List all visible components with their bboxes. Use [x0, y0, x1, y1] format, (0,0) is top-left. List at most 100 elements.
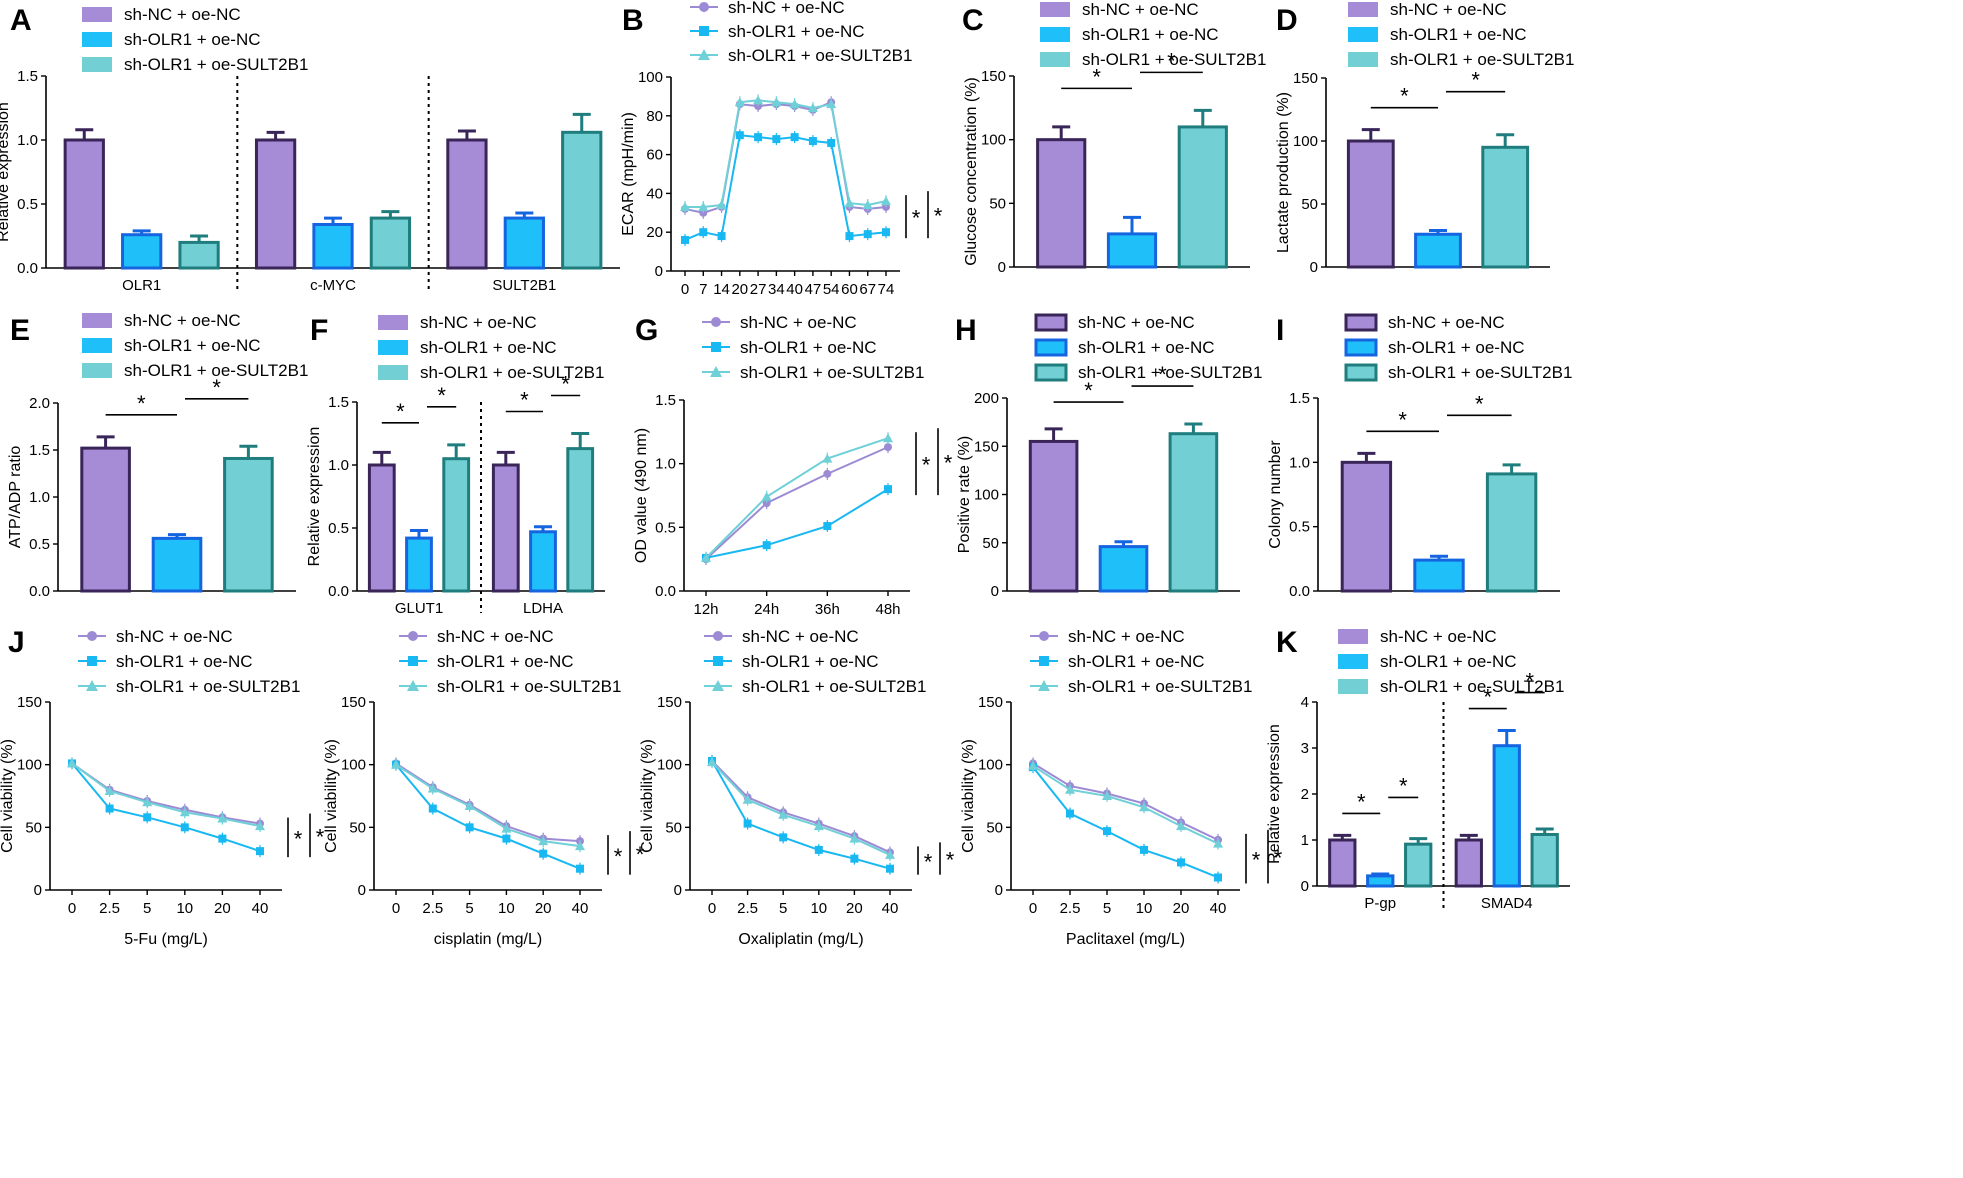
legend-label: sh-OLR1 + oe-SULT2B1: [728, 46, 912, 65]
legend-label: sh-OLR1 + oe-NC: [1390, 25, 1527, 44]
x-category-label: OLR1: [122, 277, 161, 294]
y-tick-label: 1.5: [29, 442, 50, 459]
y-tick-label: 150: [17, 694, 42, 711]
legend-label: sh-OLR1 + oe-NC: [1082, 25, 1219, 44]
y-axis-label: Cell viability (%): [323, 739, 340, 853]
data-point: [742, 794, 753, 804]
sig-star: *: [212, 375, 221, 400]
y-tick-label: 1.5: [1289, 390, 1310, 407]
y-tick-label: 100: [657, 757, 682, 774]
legend-marker: [408, 656, 418, 666]
bar: [80, 446, 131, 593]
data-point: [823, 469, 832, 478]
sig-star: *: [520, 388, 529, 413]
y-tick-label: 80: [646, 108, 663, 125]
legend-swatch: [1040, 2, 1070, 17]
data-point: [701, 552, 711, 562]
series-line: [711, 760, 891, 854]
data-point: [698, 201, 709, 211]
legend-marker: [699, 26, 709, 36]
bar: [1485, 472, 1538, 593]
y-axis-label: Cell viability (%): [960, 739, 977, 853]
bar: [1346, 139, 1395, 269]
legend-label: sh-OLR1 + oe-NC: [1388, 338, 1525, 357]
x-tick-label: 40: [572, 900, 589, 917]
x-tick-label: 12h: [693, 601, 718, 618]
x-tick-label: 7: [699, 281, 707, 298]
legend-swatch: [1034, 338, 1068, 357]
legend-label: sh-OLR1 + oe-NC: [420, 338, 557, 357]
series-line: [684, 100, 887, 214]
sig-star: *: [1399, 773, 1408, 798]
y-tick-label: 0.0: [1289, 583, 1310, 600]
data-point: [772, 135, 781, 144]
bar: [1366, 874, 1395, 888]
y-tick-label: 0.0: [17, 260, 38, 277]
legend-label: sh-OLR1 + oe-NC: [728, 22, 865, 41]
x-tick-label: 20: [214, 900, 231, 917]
y-axis-label: Relative expression: [0, 102, 12, 242]
bar: [1168, 432, 1219, 593]
legend-label: sh-NC + oe-NC: [1082, 0, 1199, 19]
legend-label: sh-NC + oe-NC: [124, 5, 241, 24]
data-point: [218, 834, 227, 843]
sig-star: *: [561, 372, 570, 397]
y-axis-label: Glucose concentration (%): [963, 77, 980, 266]
sig-star: *: [922, 453, 931, 478]
panel-label: D: [1276, 4, 1298, 37]
data-point: [882, 228, 890, 237]
data-point: [813, 821, 824, 831]
legend: sh-NC + oe-NC sh-OLR1 + oe-NC sh-OLR1 + oe…: [1030, 627, 1252, 696]
series-line: [395, 764, 581, 870]
legend-label: sh-NC + oe-NC: [1068, 627, 1185, 646]
panel-label: F: [310, 314, 328, 347]
data-point: [886, 864, 894, 873]
x-tick-label: 74: [878, 281, 895, 298]
y-tick-label: 1.5: [655, 392, 676, 409]
legend-swatch: [1344, 338, 1378, 357]
data-point: [699, 228, 708, 237]
series-line: [705, 488, 889, 559]
legend: sh-NC + oe-NC sh-OLR1 + oe-NC sh-OLR1 + oe…: [82, 311, 308, 380]
y-tick-label: 1.0: [328, 457, 349, 474]
x-tick-label: 5: [465, 900, 473, 917]
legend-swatch: [1040, 27, 1070, 42]
x-tick-label: 54: [823, 281, 840, 298]
series-line: [71, 762, 261, 825]
legend-marker: [711, 342, 721, 352]
y-tick-label: 150: [974, 438, 999, 455]
y-tick-label: 150: [341, 694, 366, 711]
y-tick-label: 0.5: [655, 519, 676, 536]
legend-swatch: [1338, 654, 1368, 669]
data-point: [823, 522, 832, 531]
bar: [561, 130, 603, 270]
x-tick-label: 14: [713, 281, 730, 298]
y-tick-label: 0: [655, 263, 663, 280]
bar: [151, 536, 203, 593]
y-tick-label: 50: [982, 535, 999, 552]
panel-label: J: [8, 626, 25, 659]
data-point: [716, 200, 727, 210]
legend-label: sh-OLR1 + oe-SULT2B1: [116, 677, 300, 696]
data-point: [753, 95, 764, 105]
data-point: [822, 453, 833, 463]
sig-star: *: [1471, 68, 1480, 93]
legend-label: sh-OLR1 + oe-NC: [742, 652, 879, 671]
legend: sh-NC + oe-NC sh-OLR1 + oe-NC sh-OLR1 + oe…: [690, 0, 912, 65]
legend-label: sh-OLR1 + oe-SULT2B1: [1078, 363, 1262, 382]
panel-j4: sh-NC + oe-NC sh-OLR1 + oe-NC sh-OLR1 + oe…: [960, 627, 1283, 948]
x-tick-label: 2.5: [1060, 900, 1081, 917]
legend-label: sh-OLR1 + oe-SULT2B1: [1388, 363, 1572, 382]
series-line: [684, 134, 887, 241]
y-tick-label: 100: [341, 757, 366, 774]
legend-label: sh-NC + oe-NC: [742, 627, 859, 646]
legend-marker: [713, 631, 723, 641]
x-tick-label: 40: [882, 900, 899, 917]
legend-marker: [86, 680, 98, 691]
data-point: [575, 841, 585, 851]
data-point: [217, 813, 228, 823]
legend-marker: [87, 656, 97, 666]
legend-swatch: [1348, 27, 1378, 42]
